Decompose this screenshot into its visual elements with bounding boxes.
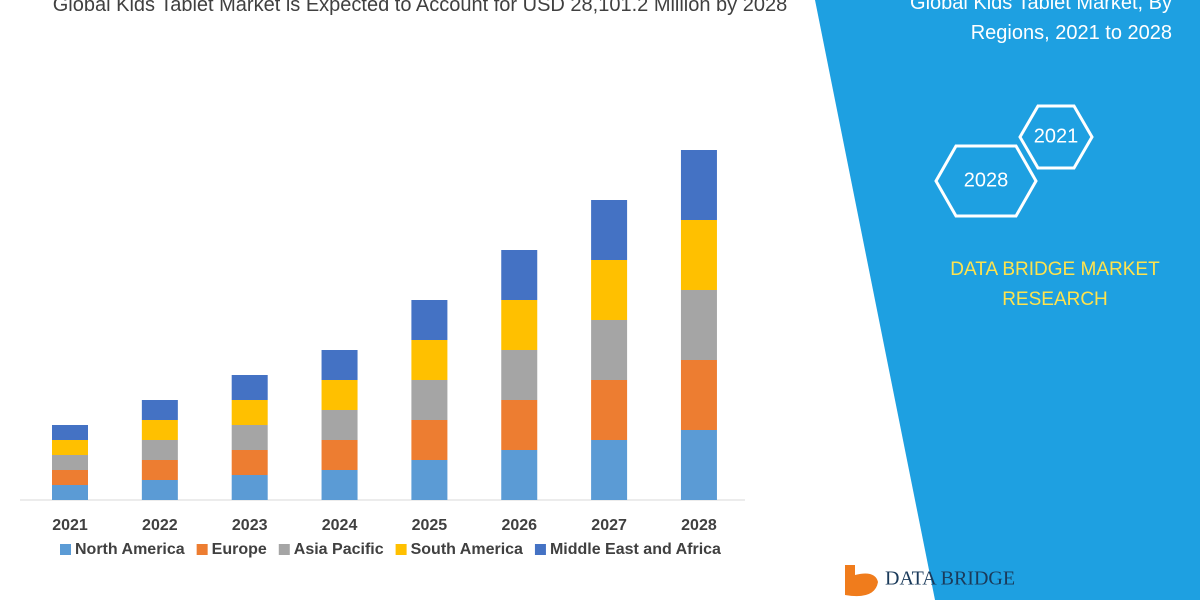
logo-text: DATA BRIDGE: [885, 568, 1015, 590]
legend-label: Asia Pacific: [294, 541, 384, 558]
bar-segment: [680, 290, 717, 360]
bar-segment: [231, 425, 268, 450]
legend-label: Middle East and Africa: [550, 541, 721, 558]
bar-segment: [231, 475, 268, 500]
bar-segment: [321, 440, 358, 470]
x-tick-label: 2021: [52, 517, 88, 534]
bar-segment: [52, 425, 88, 440]
bar-segment: [411, 420, 448, 460]
bar-segment: [141, 440, 178, 460]
bar-segment: [680, 220, 717, 290]
legend-swatch: [196, 544, 208, 555]
hex-label: 2021: [1034, 125, 1079, 147]
hexagon: [934, 144, 1038, 218]
hexagon: [1018, 104, 1094, 170]
x-tick-label: 2026: [501, 517, 537, 534]
chart-title: Global Kids Tablet Market is Expected to…: [52, 0, 788, 16]
bar-segment: [231, 450, 268, 475]
x-tick-label: 2024: [322, 517, 358, 534]
bar-segment: [141, 460, 178, 480]
bar-segment: [501, 300, 538, 350]
bar-segment: [411, 460, 448, 500]
x-tick-label: 2027: [591, 517, 627, 534]
logo-mark: [845, 565, 878, 597]
bar-segment: [52, 470, 88, 485]
x-tick-label: 2022: [142, 517, 178, 534]
bar-segment: [231, 375, 268, 400]
bar-segment: [321, 470, 358, 500]
bar-segment: [680, 430, 717, 500]
bar-segment: [411, 300, 448, 340]
bar-segment: [501, 450, 538, 500]
bar-segment: [411, 380, 448, 420]
bar-segment: [321, 380, 358, 410]
legend-label: South America: [411, 541, 523, 558]
bar-segment: [591, 200, 628, 260]
legend-label: Europe: [212, 541, 267, 558]
bar-segment: [52, 485, 88, 500]
bar-segment: [680, 360, 717, 430]
bar-segment: [591, 380, 628, 440]
bar-segment: [680, 150, 717, 220]
bar-segment: [52, 455, 88, 470]
bar-segment: [591, 440, 628, 500]
bar-segment: [141, 400, 178, 420]
bar-segment: [52, 440, 88, 455]
bar-segment: [141, 420, 178, 440]
legend-swatch: [60, 544, 71, 555]
bar-segment: [501, 400, 538, 450]
bar-segment: [321, 410, 358, 440]
x-tick-label: 2025: [412, 517, 448, 534]
brand: DATA BRIDGE MARKET RESEARCH: [950, 259, 1160, 310]
panel-title: Global Kids Tablet Market, By Regions, 2…: [910, 0, 1172, 44]
bar-segment: [591, 260, 628, 320]
bar-segment: [321, 350, 358, 380]
legend-swatch: [395, 544, 407, 555]
x-tick-label: 2023: [232, 517, 268, 534]
bar-segment: [501, 350, 538, 400]
legend-swatch: [534, 544, 546, 555]
bar-segment: [231, 400, 268, 425]
hex-label: 2028: [964, 169, 1009, 191]
x-tick-label: 2028: [681, 517, 717, 534]
legend-label: North America: [75, 541, 185, 558]
legend-swatch: [278, 544, 290, 555]
bar-segment: [141, 480, 178, 500]
bar-segment: [591, 320, 628, 380]
plot: 2021 2022 2023 2024 2025 2026 2027 2028 North Am…: [52, 150, 721, 558]
side-panel: [815, 0, 1200, 600]
bar-segment: [501, 250, 538, 300]
bar-segment: [411, 340, 448, 380]
